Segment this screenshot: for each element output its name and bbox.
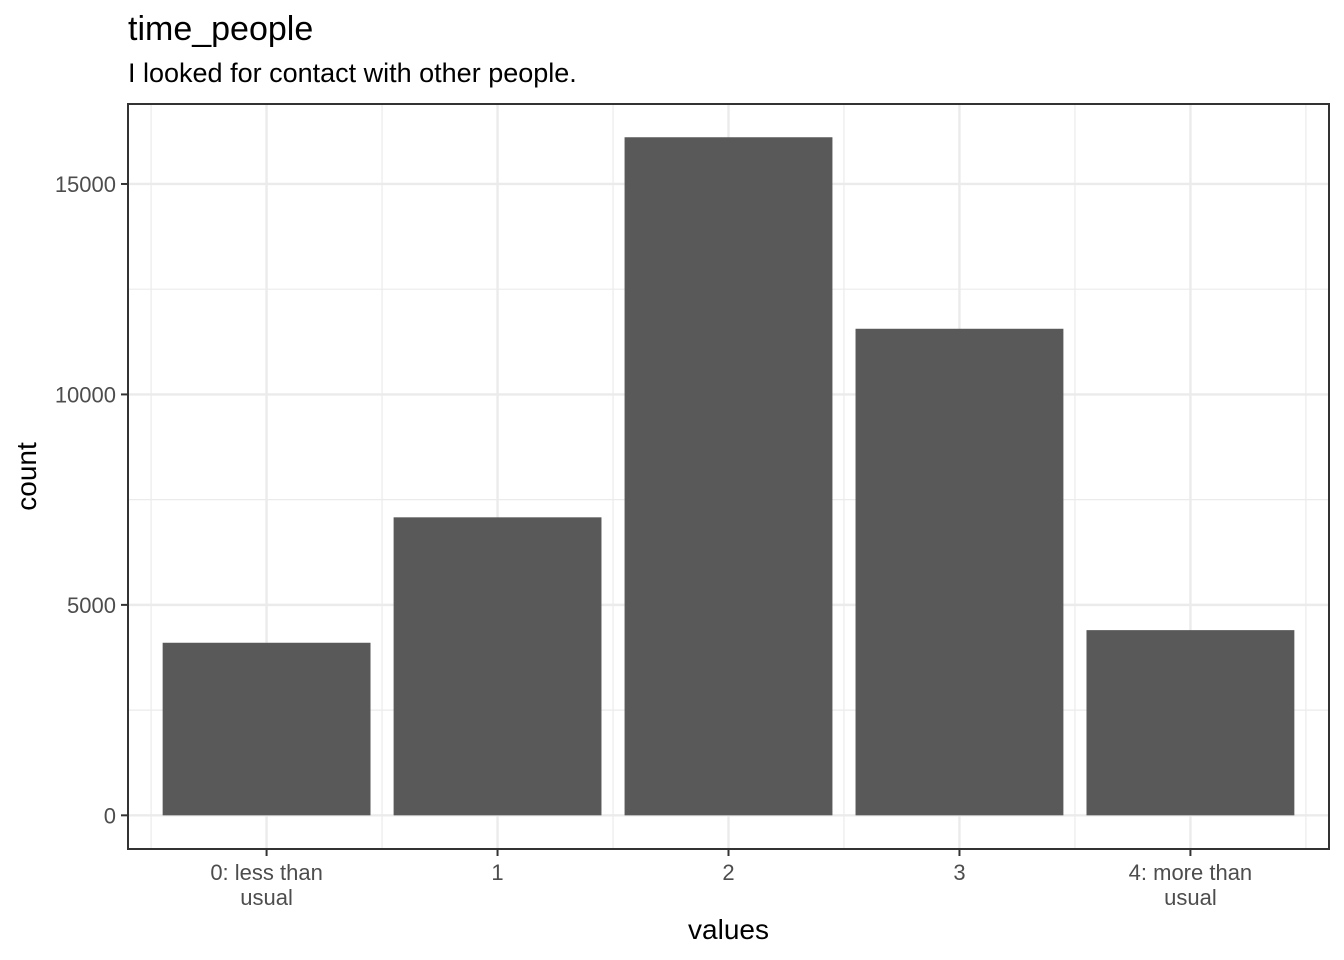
bar [1086, 630, 1295, 816]
bar [624, 137, 833, 816]
bar [162, 642, 371, 816]
x-tick-label: 0: less than usual [210, 860, 323, 910]
y-axis-title: count [11, 442, 42, 511]
x-tick-label: 3 [953, 860, 965, 885]
x-tick-label-line: 0: less than [210, 860, 323, 885]
x-axis-title: values [688, 914, 769, 945]
y-axis: 0 5000 10000 15000 [55, 172, 128, 828]
x-tick-label-line: 4: more than [1129, 860, 1253, 885]
bar [855, 328, 1064, 816]
x-tick-label: 4: more than usual [1129, 860, 1253, 910]
x-tick-label: 2 [722, 860, 734, 885]
chart-title: time_people [128, 10, 314, 48]
y-tick-label: 15000 [55, 172, 116, 197]
x-tick-label-line: usual [1164, 885, 1217, 910]
y-tick-label: 0 [104, 803, 116, 828]
x-tick-label: 1 [491, 860, 503, 885]
bar [393, 517, 602, 816]
x-tick-label-line: 1 [491, 860, 503, 885]
chart-subtitle: I looked for contact with other people. [128, 58, 577, 88]
x-tick-label-line: 3 [953, 860, 965, 885]
x-tick-label-line: usual [240, 885, 293, 910]
y-tick-label: 10000 [55, 382, 116, 407]
x-tick-label-line: 2 [722, 860, 734, 885]
bars [162, 137, 1295, 816]
y-tick-label: 5000 [67, 593, 116, 618]
